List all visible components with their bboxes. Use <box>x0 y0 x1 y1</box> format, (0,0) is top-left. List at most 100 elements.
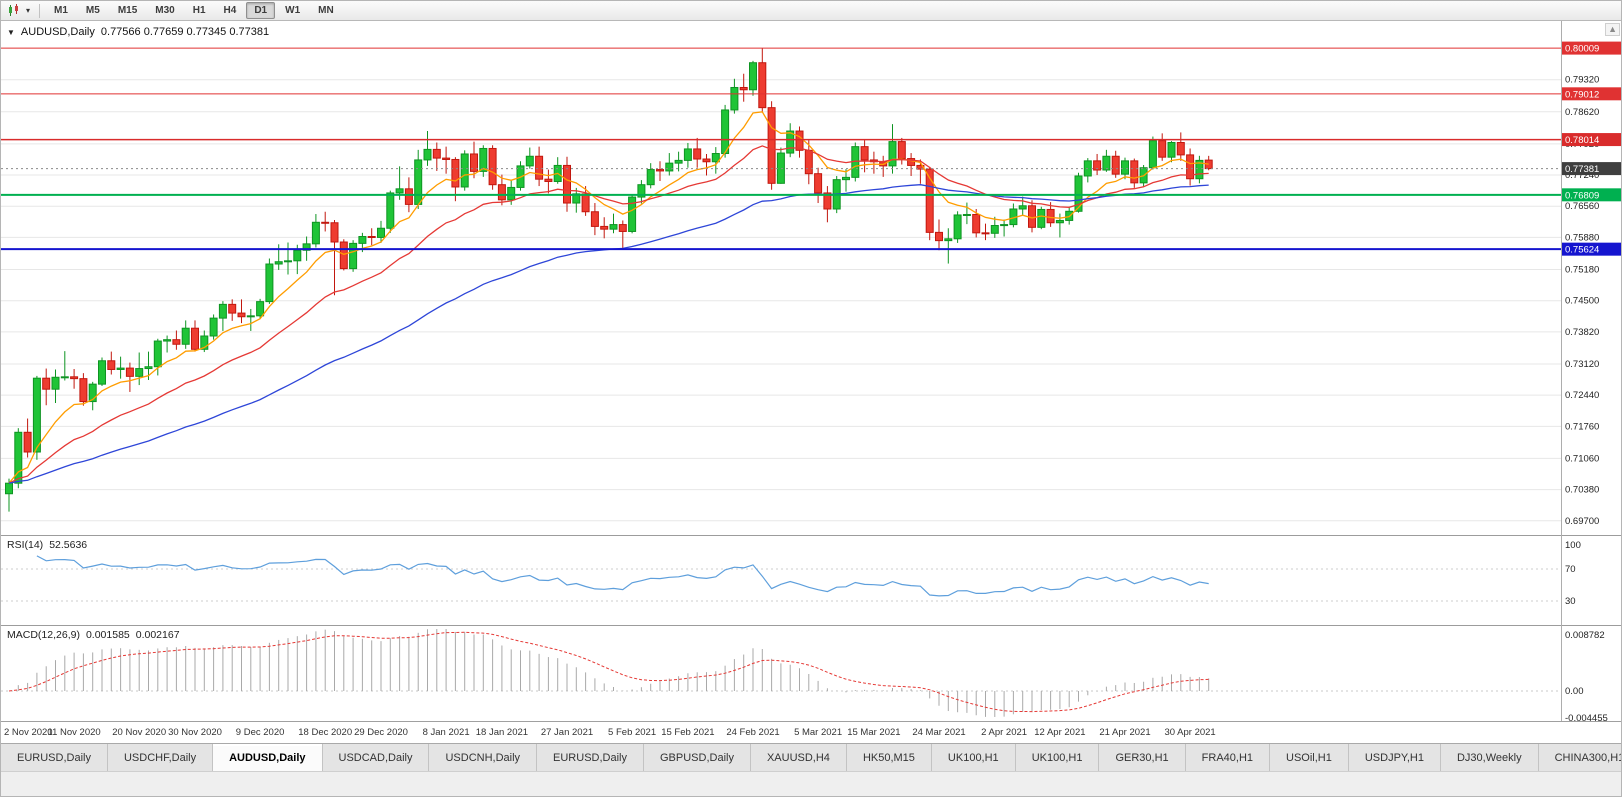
bullish-candle <box>423 148 432 161</box>
x-axis-label: 12 Apr 2021 <box>1034 727 1086 738</box>
y-axis-tick: 0.73120 <box>1565 359 1599 370</box>
timeframe-button-h4[interactable]: H4 <box>223 5 237 16</box>
bullish-candle <box>1167 142 1176 158</box>
x-axis-label: 11 Nov 2020 <box>47 727 101 738</box>
tab-usdcnh-daily[interactable]: USDCNH,Daily <box>429 744 538 771</box>
bullish-candle <box>842 176 850 181</box>
timeframe-button-h1[interactable]: H1 <box>192 5 206 16</box>
bearish-candle <box>590 211 599 227</box>
bearish-candle <box>330 222 339 243</box>
y-axis-tick: 0.74500 <box>1565 296 1599 307</box>
bullish-candle <box>98 360 106 385</box>
bearish-candle <box>1186 154 1195 180</box>
chart-type-icon[interactable] <box>5 3 23 18</box>
bullish-candle <box>349 242 358 270</box>
bullish-candle <box>646 169 655 186</box>
x-axis-label: 30 Apr 2021 <box>1164 727 1216 738</box>
bearish-candle <box>191 327 199 350</box>
time-axis[interactable]: 2 Nov 2020 11 Nov 2020 20 Nov 2020 30 Nov 2… <box>1 721 1621 743</box>
tab-usoil-h1[interactable]: USOil,H1 <box>1270 744 1349 771</box>
bearish-candle <box>1046 208 1055 224</box>
bullish-candle <box>14 431 23 484</box>
bearish-candle <box>488 147 497 186</box>
tab-uk100-h1[interactable]: UK100,H1 <box>931 744 1016 771</box>
tab-fra40-h1[interactable]: FRA40,H1 <box>1185 744 1271 771</box>
tab-dj30-weekly[interactable]: DJ30,Weekly <box>1440 744 1539 771</box>
x-axis-label: 29 Dec 2020 <box>354 727 408 738</box>
rsi-axis-tick: 30 <box>1565 596 1576 607</box>
bullish-candle <box>609 224 618 230</box>
bearish-candle <box>935 231 943 242</box>
tab-eurusd-daily[interactable]: EURUSD,Daily <box>537 744 644 771</box>
price-chart[interactable]: 0.793200.786200.779200.772400.765600.758… <box>1 21 1622 535</box>
scroll-up-icon[interactable]: ▲ <box>1605 23 1620 36</box>
x-axis-label: 27 Jan 2021 <box>540 727 594 738</box>
tab-xauusd-h4[interactable]: XAUUSD,H4 <box>750 744 847 771</box>
bullish-candle <box>116 367 125 370</box>
bearish-candle <box>432 148 441 159</box>
tab-gbpusd-daily[interactable]: GBPUSD,Daily <box>644 744 751 771</box>
bearish-candle <box>581 193 590 213</box>
tab-usdchf-daily[interactable]: USDCHF,Daily <box>107 744 214 771</box>
bullish-candle <box>665 162 674 172</box>
tab-china300-h1[interactable]: CHINA300,H1 <box>1538 744 1621 771</box>
rsi-indicator-chart[interactable]: 100 70 30 <box>1 535 1622 625</box>
timeframe-button-mn[interactable]: MN <box>318 5 334 16</box>
bullish-candle <box>711 153 720 163</box>
macd-axis-tick: 0.00 <box>1565 686 1584 697</box>
symbol-period-label: AUDUSD,Daily <box>20 26 95 38</box>
tab-usdjpy-h1[interactable]: USDJPY,H1 <box>1348 744 1441 771</box>
timeframe-button-group: M1 M5 M15 M30 H1 H4 D1 W1 MN <box>46 2 342 19</box>
tab-uk100-h1[interactable]: UK100,H1 <box>1015 744 1100 771</box>
bullish-candle <box>1102 155 1111 171</box>
x-axis-label: 5 Mar 2021 <box>794 727 843 738</box>
y-axis-tick: 0.69700 <box>1565 516 1599 527</box>
bearish-candle <box>1111 155 1120 175</box>
bearish-candle <box>321 221 330 224</box>
timeframe-button-m15[interactable]: M15 <box>117 5 138 16</box>
timeframe-button-m30[interactable]: M30 <box>155 5 175 16</box>
macd-indicator-chart[interactable]: 0.008782 0.00 -0.004455 <box>1 625 1622 721</box>
tab-hk50-m15[interactable]: HK50,M15 <box>846 744 932 771</box>
bearish-candle <box>451 158 460 188</box>
tab-usdcad-daily[interactable]: USDCAD,Daily <box>322 744 430 771</box>
price-badge: 0.79012 <box>1562 87 1621 101</box>
y-axis-tick: 0.75180 <box>1565 265 1599 276</box>
tab-ger30-h1[interactable]: GER30,H1 <box>1099 744 1186 771</box>
bullish-candle <box>88 383 97 403</box>
bullish-candle <box>637 184 646 198</box>
bearish-candle <box>404 188 413 205</box>
bullish-candle <box>749 62 757 91</box>
macd-name: MACD(12,26,9) <box>7 629 80 641</box>
tab-eurusd-daily[interactable]: EURUSD,Daily <box>1 744 108 771</box>
main-chart-panel: 0.793200.786200.779200.772400.765600.758… <box>1 21 1622 535</box>
svg-text:0.77381: 0.77381 <box>1565 164 1599 175</box>
bearish-candle <box>860 146 869 161</box>
bullish-candle <box>209 317 218 337</box>
macd-axis-tick: -0.004455 <box>1565 713 1608 721</box>
bullish-candle <box>414 159 423 205</box>
x-axis-label: 9 Dec 2020 <box>235 727 285 738</box>
bullish-candle <box>200 335 209 350</box>
timeframe-button-d1[interactable]: D1 <box>246 2 276 19</box>
timeframe-button-m1[interactable]: M1 <box>54 5 68 16</box>
bearish-candle <box>172 339 181 345</box>
bearish-candle <box>656 169 664 172</box>
x-axis-label: 20 Nov 2020 <box>112 727 167 738</box>
bullish-candle <box>525 155 534 167</box>
bearish-candle <box>823 192 832 210</box>
rsi-axis-tick: 70 <box>1565 564 1576 575</box>
bullish-candle <box>1055 219 1064 224</box>
price-badge: 0.76809 <box>1562 188 1621 202</box>
bullish-candle <box>1000 224 1009 227</box>
chart-type-dropdown-icon[interactable]: ▾ <box>26 6 31 15</box>
bearish-candle <box>563 164 571 204</box>
timeframe-button-w1[interactable]: W1 <box>285 5 301 16</box>
tab-audusd-daily[interactable]: AUDUSD,Daily <box>213 744 323 771</box>
bullish-candle <box>1074 175 1083 212</box>
timeframe-button-m5[interactable]: M5 <box>85 5 100 16</box>
y-axis-tick: 0.75880 <box>1565 232 1599 243</box>
bearish-candle <box>1158 140 1167 158</box>
bearish-candle <box>339 241 348 270</box>
